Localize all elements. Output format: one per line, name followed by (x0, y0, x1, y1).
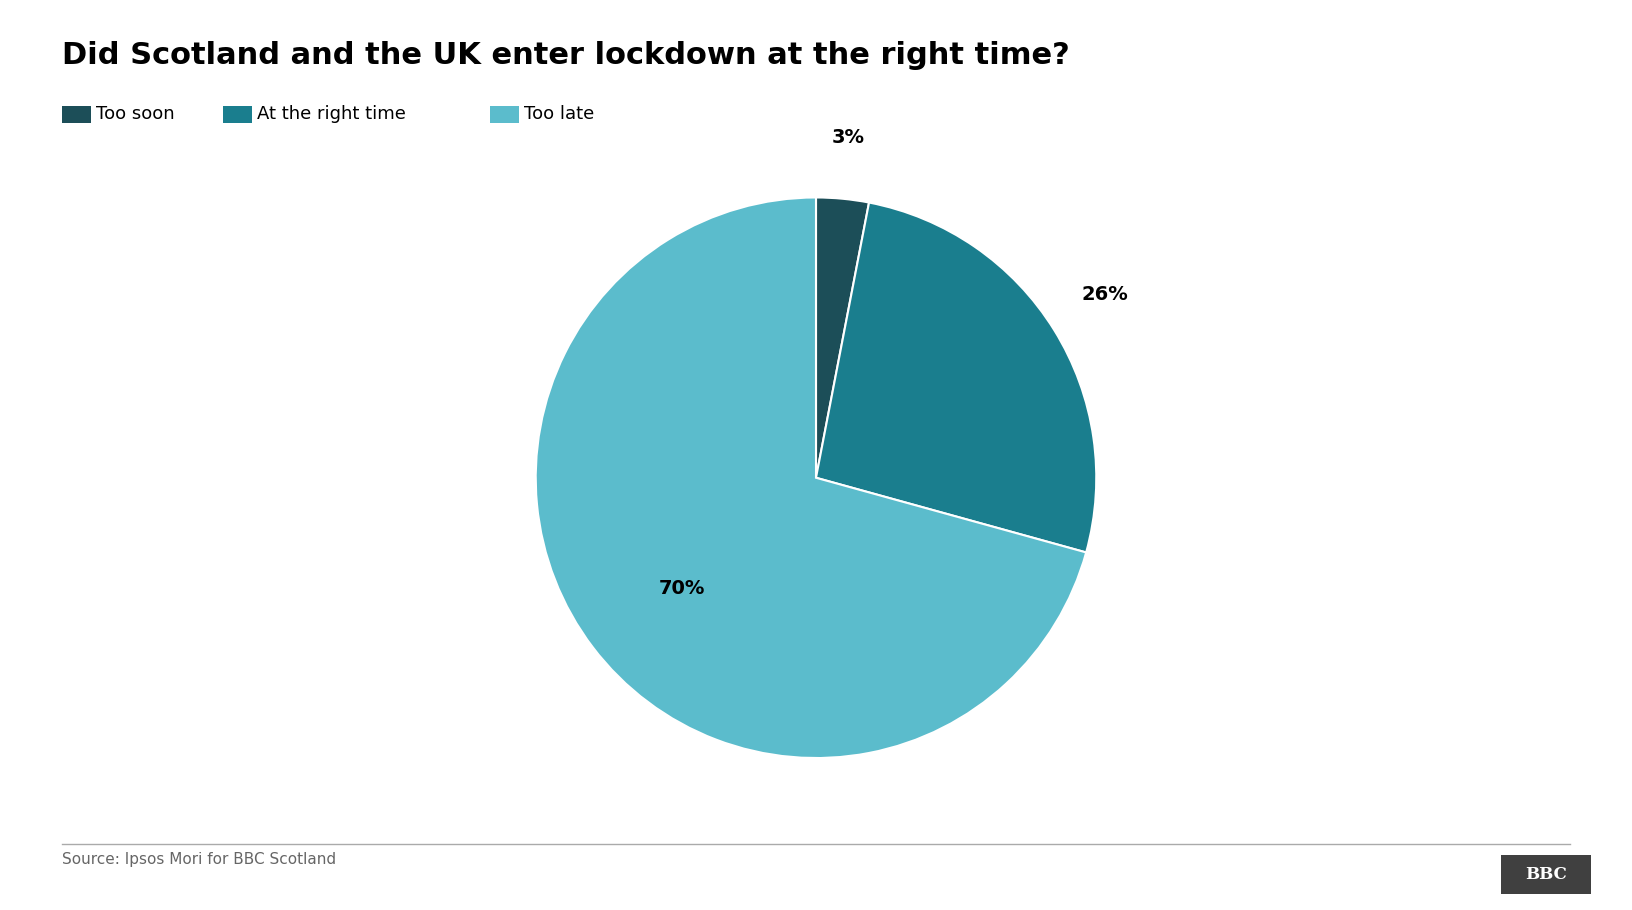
Text: BBC: BBC (1526, 866, 1567, 883)
Text: At the right time: At the right time (258, 105, 406, 123)
Text: Did Scotland and the UK enter lockdown at the right time?: Did Scotland and the UK enter lockdown a… (62, 41, 1069, 70)
Text: Source: Ipsos Mori for BBC Scotland: Source: Ipsos Mori for BBC Scotland (62, 853, 336, 867)
Wedge shape (816, 203, 1097, 552)
Text: Too late: Too late (524, 105, 594, 123)
Text: Too soon: Too soon (96, 105, 175, 123)
Wedge shape (816, 197, 870, 478)
Text: 26%: 26% (1082, 285, 1128, 304)
Text: 70%: 70% (659, 579, 705, 598)
Text: 3%: 3% (832, 127, 865, 147)
Wedge shape (535, 197, 1087, 758)
